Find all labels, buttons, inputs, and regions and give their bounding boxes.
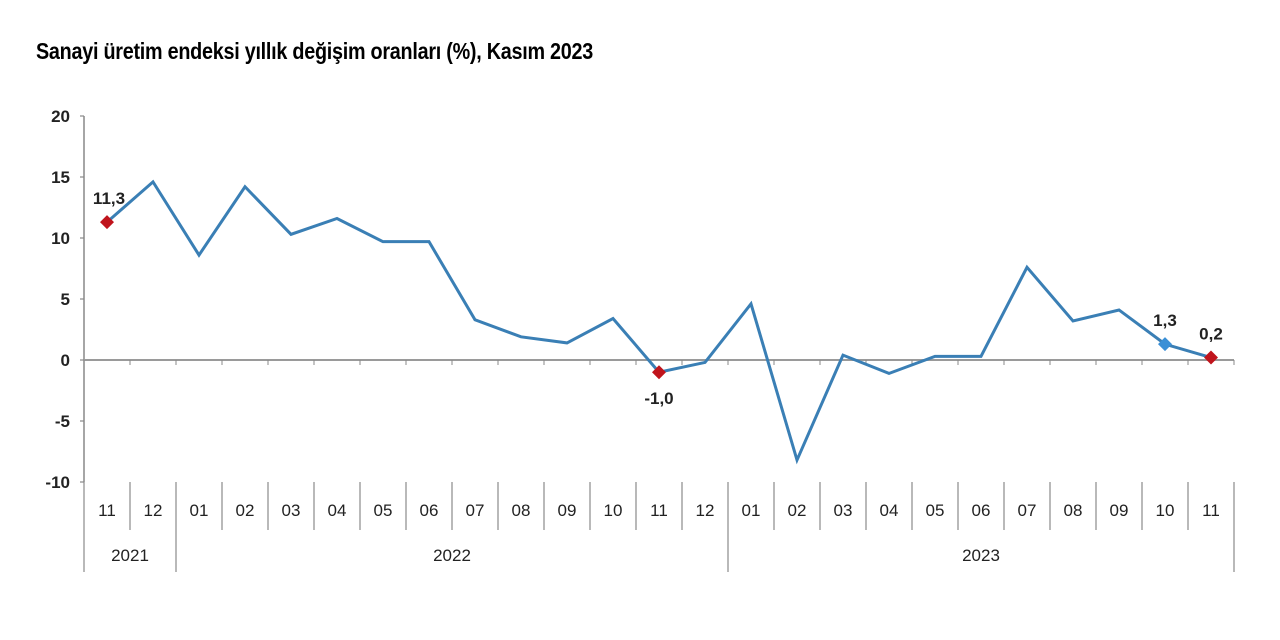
x-tick-label: 08	[1064, 501, 1083, 520]
y-tick-label: 10	[51, 229, 70, 248]
x-tick-label: 11	[650, 501, 668, 520]
red-diamond-marker-icon	[100, 215, 114, 230]
y-tick-label: 0	[61, 351, 70, 370]
x-tick-label: 01	[742, 501, 761, 520]
year-label: 2023	[962, 546, 1000, 565]
x-tick-label: 02	[236, 501, 255, 520]
x-tick-label: 04	[328, 501, 347, 520]
y-tick-label: -10	[45, 473, 70, 492]
x-axis: 11 12 01 02 03 04 05 06 07 08 09 10 11 12 01 02 03 04 05 06…	[83, 359, 1235, 572]
y-tick-label: 5	[61, 290, 70, 309]
red-diamond-marker-icon	[652, 365, 666, 380]
y-axis: 20 15 10 5 0 -5 -10	[45, 107, 85, 492]
x-tick-label: 06	[972, 501, 991, 520]
year-label: 2021	[111, 546, 149, 565]
x-tick-label: 05	[374, 501, 393, 520]
x-tick-label: 10	[1156, 501, 1175, 520]
data-annotations: 11,3 -1,0 1,3 0,2	[93, 189, 1223, 408]
x-tick-label: 09	[558, 501, 577, 520]
x-tick-label: 06	[420, 501, 439, 520]
blue-diamond-marker-icon	[1158, 337, 1172, 352]
x-tick-label: 11	[1202, 501, 1220, 520]
x-tick-label: 12	[696, 501, 715, 520]
x-tick-label: 12	[144, 501, 163, 520]
x-tick-label: 05	[926, 501, 945, 520]
y-tick-label: -5	[55, 412, 70, 431]
y-tick-label: 15	[51, 168, 70, 187]
series-line	[106, 179, 1212, 465]
x-tick-label: 04	[880, 501, 899, 520]
x-tick-label: 03	[834, 501, 853, 520]
y-tick-label: 20	[51, 107, 70, 126]
data-label: 1,3	[1153, 311, 1177, 330]
x-tick-label: 01	[190, 501, 209, 520]
red-diamond-marker-icon	[1204, 350, 1218, 365]
x-tick-label: 07	[466, 501, 485, 520]
data-label: 11,3	[93, 189, 125, 208]
x-tick-label: 11	[98, 501, 116, 520]
x-tick-label: 07	[1018, 501, 1037, 520]
x-tick-label: 10	[604, 501, 623, 520]
chart-title: Sanayi üretim endeksi yıllık değişim ora…	[36, 38, 594, 64]
data-series	[106, 179, 1212, 465]
data-label: 0,2	[1199, 325, 1223, 344]
data-label: -1,0	[644, 389, 673, 408]
x-tick-label: 09	[1110, 501, 1129, 520]
x-tick-label: 03	[282, 501, 301, 520]
x-tick-label: 02	[788, 501, 807, 520]
x-tick-label: 08	[512, 501, 531, 520]
year-label: 2022	[433, 546, 471, 565]
